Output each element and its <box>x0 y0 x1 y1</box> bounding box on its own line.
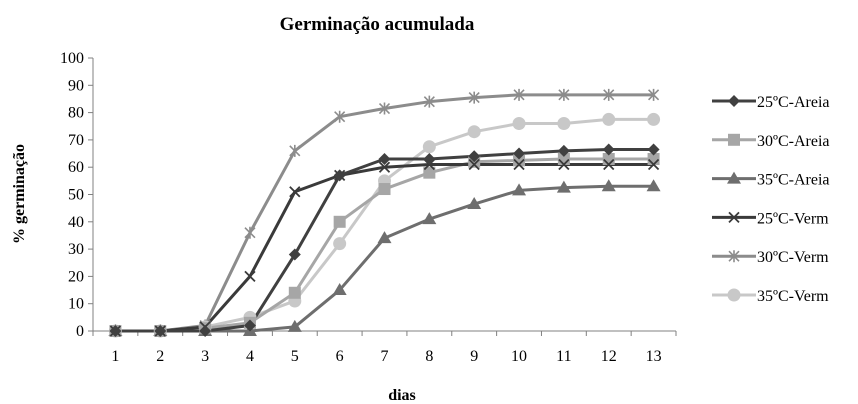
x-tick-label: 13 <box>646 348 662 365</box>
data-point <box>423 140 436 153</box>
data-point <box>289 287 301 299</box>
data-point <box>245 271 255 281</box>
legend: 25ºC-Areia 30ºC-Areia 35ºC-Areia 25ºC-Verm 3… <box>712 94 830 305</box>
x-tick-label: 5 <box>291 348 299 365</box>
legend-label: 30ºC-Verm <box>757 249 829 266</box>
legend-label: 35ºC-Verm <box>757 288 829 305</box>
y-tick-label: 0 <box>76 323 84 340</box>
x-tick-label: 12 <box>601 348 617 365</box>
y-tick-label: 60 <box>68 159 84 176</box>
x-ticks: 1 2 3 4 5 6 7 8 9 10 11 12 13 <box>93 331 676 365</box>
legend-label: 35ºC-Areia <box>757 172 830 189</box>
data-point <box>334 216 346 228</box>
series-line <box>115 95 653 331</box>
data-point <box>513 117 526 130</box>
x-tick-label: 8 <box>425 348 433 365</box>
x-tick-label: 7 <box>381 348 389 365</box>
legend-marker <box>728 134 740 146</box>
y-tick-label: 30 <box>68 241 84 258</box>
data-point <box>557 117 570 130</box>
data-point <box>379 183 391 195</box>
series-line <box>115 186 653 331</box>
data-point <box>333 237 346 250</box>
x-tick-label: 11 <box>556 348 571 365</box>
y-tick-label: 80 <box>68 105 84 122</box>
series-markers <box>108 89 660 338</box>
x-axis-label: dias <box>388 387 416 404</box>
x-tick-label: 3 <box>201 348 209 365</box>
data-point <box>245 227 255 239</box>
data-point <box>468 125 481 138</box>
legend-marker <box>728 95 740 107</box>
legend-label: 30ºC-Areia <box>757 133 830 150</box>
x-tick-label: 9 <box>470 348 478 365</box>
legend-label: 25ºC-Areia <box>757 94 830 111</box>
y-tick-label: 100 <box>60 50 84 67</box>
x-tick-label: 4 <box>246 348 254 365</box>
y-tick-label: 40 <box>68 214 84 231</box>
y-tick-label: 10 <box>68 296 84 313</box>
y-tick-label: 90 <box>68 77 84 94</box>
legend-label: 25ºC-Verm <box>757 210 829 227</box>
y-ticks: 0 10 20 30 40 50 60 70 80 90 100 <box>60 50 93 340</box>
chart-title: Germinação acumulada <box>280 14 475 35</box>
data-point <box>602 113 615 126</box>
y-tick-label: 50 <box>68 187 84 204</box>
x-tick-label: 10 <box>511 348 527 365</box>
data-point <box>290 145 300 157</box>
data-point <box>647 113 660 126</box>
y-axis-label: % germinação <box>11 144 28 244</box>
legend-marker <box>728 289 741 302</box>
y-tick-label: 20 <box>68 268 84 285</box>
x-tick-label: 1 <box>111 348 119 365</box>
y-tick-label: 70 <box>68 132 84 149</box>
x-tick-label: 6 <box>336 348 344 365</box>
x-tick-label: 2 <box>156 348 164 365</box>
series-lines <box>115 95 653 331</box>
